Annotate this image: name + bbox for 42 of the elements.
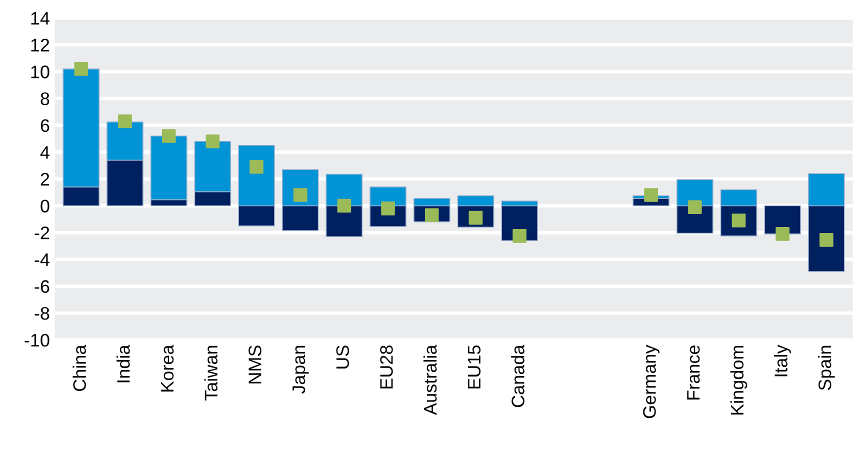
x-tick-label: US (336, 346, 350, 368)
y-tick-label: -6 (34, 280, 50, 293)
bar (764, 205, 801, 234)
x-tick-label: NMS (248, 346, 262, 384)
x-tick-label: Taiwan (204, 346, 218, 401)
y-tick-label: 14 (31, 12, 50, 24)
y-tick-label: 0 (40, 200, 50, 212)
y-tick-label: 6 (40, 119, 50, 132)
x-tick-label: Australia (423, 344, 437, 415)
x-tick-label: Canada (511, 344, 524, 408)
x-tick-label: EU15 (468, 346, 481, 388)
point (688, 200, 702, 214)
x-tick-label: Italy (774, 344, 791, 376)
y-tick-label: 4 (40, 146, 50, 159)
y-tick-label: -4 (34, 254, 50, 266)
point (118, 114, 132, 128)
point (337, 198, 352, 213)
y-tick-label: 10 (31, 66, 50, 78)
x-tick-label: India (116, 344, 130, 382)
point (162, 129, 176, 143)
point (206, 134, 220, 148)
x-tick-label: France (687, 346, 700, 400)
y-tick-label: 8 (40, 92, 50, 106)
x-tick-label: Korea (161, 344, 174, 392)
point (381, 202, 395, 216)
y-tick-label: 12 (31, 38, 50, 52)
point (820, 233, 834, 247)
point (74, 62, 88, 76)
point (776, 227, 790, 241)
point (250, 160, 264, 174)
x-tick-label: China (72, 344, 86, 392)
point (644, 188, 658, 202)
x-tick-label: Germany (643, 344, 660, 418)
x-tick-label: EU28 (380, 346, 393, 388)
y-tick-label: -8 (34, 307, 50, 320)
point (512, 229, 526, 243)
y-tick-label: 2 (40, 172, 50, 186)
y-tick-label: -2 (34, 226, 50, 240)
x-tick-label: Kingdom (730, 346, 748, 415)
x-tick-label: Japan (292, 346, 309, 394)
x-tick-label: Spain (818, 346, 835, 390)
y-tick-label: -10 (24, 334, 50, 347)
